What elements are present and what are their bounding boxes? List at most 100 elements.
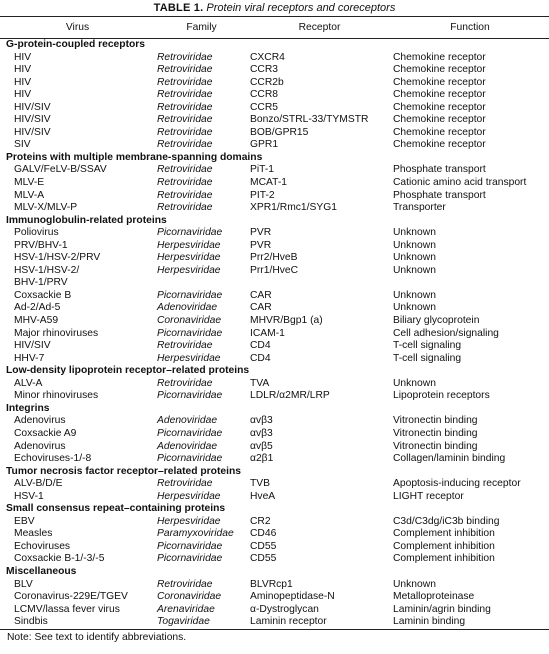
family-cell: Retroviridae	[157, 101, 213, 113]
function-cell: Phosphate transport	[393, 189, 486, 201]
virus-cell: HSV-1	[14, 490, 44, 502]
receptor-cell: CD55	[250, 540, 277, 552]
function-cell: Vitronectin binding	[393, 440, 478, 452]
virus-cell: Echoviruses	[14, 540, 71, 552]
family-cell: Retroviridae	[157, 478, 213, 490]
receptor-cell: α-Dystroglycan	[250, 603, 319, 615]
virus-cell: HIV	[14, 89, 32, 101]
function-cell: Complement inhibition	[393, 553, 495, 565]
family-cell: Retroviridae	[157, 377, 213, 389]
function-cell: Unknown	[393, 289, 436, 301]
virus-cell: Sindbis	[0, 616, 155, 630]
section-title: Low-density lipoprotein receptor–related…	[6, 365, 250, 377]
receptor-cell: BOB/GPR15	[250, 126, 309, 138]
table-row: Minor rhinoviruses Picornaviridae LDLR/α2M…	[0, 390, 549, 403]
virus-cell: HHV-7	[14, 352, 45, 364]
virus-cell: Adenovirus	[14, 440, 66, 452]
section-row: Miscellaneous	[0, 566, 549, 579]
section-title: Immunoglobulin-related proteins	[6, 214, 167, 226]
table-row: BHV-1/PRV	[0, 277, 549, 290]
family-cell: Retroviridae	[157, 114, 213, 126]
table-caption: TABLE 1. Protein viral receptors and cor…	[0, 0, 549, 16]
family-cell: Herpesviridae	[157, 490, 221, 502]
family-cell: Adenoviridae	[157, 302, 218, 314]
table-row: Adenovirus Adenoviridae αvβ5 Vitronectin bi…	[0, 441, 549, 454]
header-function: Function	[391, 16, 549, 39]
function-cell: Chemokine receptor	[393, 51, 486, 63]
receptor-table: Virus Family Receptor Function G-protein…	[0, 16, 549, 630]
function-cell: Unknown	[393, 578, 436, 590]
receptor-cell	[248, 277, 391, 290]
section-title: G-protein-coupled receptors	[6, 39, 146, 50]
table-title: Protein viral receptors and coreceptors	[206, 2, 396, 14]
table-row: PRV/BHV-1 Herpesviridae PVR Unknown	[0, 240, 549, 253]
receptor-cell: α2β1	[250, 453, 274, 465]
function-cell	[391, 277, 549, 290]
receptor-cell: PiT-1	[250, 164, 275, 176]
family-cell: Herpesviridae	[157, 252, 221, 264]
section-row: Small consensus repeat–containing protei…	[0, 503, 549, 516]
table-row: ALV-A Retroviridae TVA Unknown	[0, 378, 549, 391]
receptor-cell: Prr2/HveB	[250, 252, 298, 264]
family-cell: Arenaviridae	[157, 603, 215, 615]
virus-cell: Echoviruses-1/-8	[14, 453, 92, 465]
function-cell: Apoptosis-inducing receptor	[393, 478, 521, 490]
virus-cell: PRV/BHV-1	[14, 239, 68, 251]
family-cell: Retroviridae	[157, 340, 213, 352]
receptor-cell: αvβ3	[250, 427, 273, 439]
table-row: HSV-1/HSV-2/PRV Herpesviridae Prr2/HveB Unk…	[0, 252, 549, 265]
family-cell: Adenoviridae	[157, 440, 218, 452]
family-cell: Retroviridae	[157, 139, 213, 151]
virus-cell: BLV	[14, 578, 33, 590]
receptor-cell: CXCR4	[250, 51, 285, 63]
table-row: HIV/SIV Retroviridae CD4 T-cell signaling	[0, 340, 549, 353]
function-cell: Unknown	[393, 227, 436, 239]
receptor-cell: CAR	[250, 289, 272, 301]
function-cell: T-cell signaling	[393, 340, 462, 352]
table-row: HSV-1 Herpesviridae HveA LIGHT receptor	[0, 491, 549, 504]
section-title: Integrins	[6, 402, 50, 414]
family-cell: Retroviridae	[157, 76, 213, 88]
virus-cell: Minor rhinoviruses	[14, 390, 99, 402]
virus-cell: Measles	[14, 528, 53, 540]
function-cell: Chemokine receptor	[393, 64, 486, 76]
table-row: HIV Retroviridae CCR2b Chemokine receptor	[0, 77, 549, 90]
family-cell: Picornaviridae	[157, 289, 223, 301]
virus-cell: ALV-A	[14, 377, 43, 389]
table-row: Poliovirus Picornaviridae PVR Unknown	[0, 227, 549, 240]
table-row: EBV Herpesviridae CR2 C3d/C3dg/iC3b binding	[0, 516, 549, 529]
family-cell: Picornaviridae	[157, 227, 223, 239]
function-cell: Cell adhesion/signaling	[393, 327, 499, 339]
receptor-cell: Bonzo/STRL-33/TYMSTR	[250, 114, 369, 126]
receptor-cell: TVB	[250, 478, 271, 490]
table-row: HIV/SIV Retroviridae CCR5 Chemokine recepto…	[0, 102, 549, 115]
table-row: Coxsackie B-1/-3/-5 Picornaviridae CD55 Com…	[0, 553, 549, 566]
family-cell: Picornaviridae	[157, 327, 223, 339]
table-row: Coxsackie A9 Picornaviridae αvβ3 Vitronecti…	[0, 428, 549, 441]
family-cell: Paramyxoviridae	[157, 528, 234, 540]
virus-cell: HIV/SIV	[14, 114, 51, 126]
virus-cell: Poliovirus	[14, 227, 59, 239]
table-row: Sindbis Togaviridae Laminin receptor Lamini…	[0, 616, 549, 630]
section-row: Immunoglobulin-related proteins	[0, 215, 549, 228]
family-cell: Retroviridae	[157, 578, 213, 590]
receptor-cell: CD55	[250, 553, 277, 565]
receptor-cell: αvβ5	[250, 440, 273, 452]
section-title: Proteins with multiple membrane-spanning…	[6, 151, 263, 163]
receptor-cell: Prr1/HveC	[250, 264, 299, 276]
section-row: Integrins	[0, 403, 549, 416]
family-cell	[155, 277, 248, 290]
receptor-cell: LDLR/α2MR/LRP	[250, 390, 330, 402]
section-title: Miscellaneous	[6, 565, 77, 577]
virus-cell: Coxsackie A9	[14, 427, 77, 439]
function-cell: Chemokine receptor	[393, 114, 486, 126]
virus-cell: Adenovirus	[14, 415, 66, 427]
section-row: Tumor necrosis factor receptor–related p…	[0, 466, 549, 479]
table-body: G-protein-coupled receptors HIV Retrovirid…	[0, 39, 549, 630]
receptor-cell: TVA	[250, 377, 270, 389]
function-cell: Chemokine receptor	[393, 89, 486, 101]
family-cell: Herpesviridae	[157, 515, 221, 527]
family-cell: Retroviridae	[157, 164, 213, 176]
header-receptor: Receptor	[248, 16, 391, 39]
